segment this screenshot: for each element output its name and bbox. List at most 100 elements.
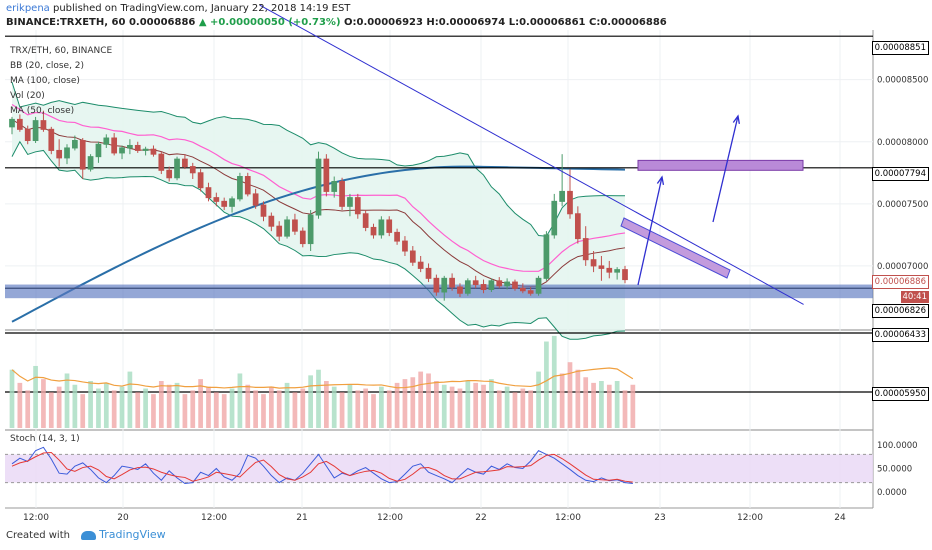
candle-body: [480, 284, 487, 291]
ohlc-close: C:0.00006886: [588, 17, 667, 28]
legend-symbol[interactable]: TRX/ETH, 60, BINANCE: [10, 46, 113, 56]
level-badge-bottom: 0.00005950: [871, 387, 929, 401]
candle-body: [425, 267, 432, 279]
volume-bar: [292, 392, 298, 428]
volume-bar: [41, 379, 46, 428]
volume-bar: [206, 386, 211, 428]
candle-body: [457, 286, 463, 294]
candle-body: [347, 197, 353, 207]
countdown-badge: 40:41: [900, 291, 929, 303]
volume-ma-line: [11, 367, 634, 389]
bollinger-lower: [11, 140, 626, 340]
candle-body: [362, 213, 369, 228]
candle-body: [111, 137, 118, 154]
candle-body: [307, 214, 314, 245]
symbol-label[interactable]: BINANCE:TRXETH, 60: [6, 17, 126, 28]
volume-bar: [630, 384, 636, 428]
candle-body: [17, 118, 23, 130]
candle-body: [244, 176, 251, 195]
legend-stoch[interactable]: Stoch (14, 3, 1): [10, 434, 80, 444]
volume-bar: [339, 392, 345, 428]
volume-bar: [386, 390, 392, 428]
volume-bar: [559, 373, 565, 428]
volume-bar: [229, 388, 235, 428]
candle-body: [543, 234, 550, 279]
volume-bar: [371, 394, 376, 428]
volume-bar: [253, 390, 258, 428]
candle-body: [464, 280, 471, 294]
volume-bar: [591, 382, 596, 428]
candle-body: [394, 231, 400, 242]
candle-body: [252, 193, 259, 206]
volume-bar: [426, 373, 431, 428]
volume-bar: [583, 377, 589, 428]
volume-bar: [166, 384, 172, 428]
legend-vol[interactable]: Vol (20): [10, 91, 45, 101]
candle-body: [354, 197, 361, 215]
volume-bar: [119, 386, 125, 428]
candle-body: [598, 265, 605, 269]
volume-bar: [520, 388, 526, 428]
volume-bar: [103, 382, 109, 428]
volume-bar: [418, 371, 424, 428]
volume-bar: [276, 390, 282, 428]
tradingview-brand-link[interactable]: TradingView: [99, 528, 166, 541]
volume-bar: [347, 384, 353, 428]
legend-ma100[interactable]: MA (100, close): [10, 76, 80, 86]
volume-bar: [536, 371, 541, 428]
bollinger-upper: [11, 81, 626, 237]
candle-body: [551, 200, 558, 236]
candle-body: [24, 128, 31, 142]
volume-bar: [198, 379, 203, 428]
volume-bar: [143, 388, 148, 428]
volume-bar: [158, 381, 164, 428]
symbol-ohlc-header: BINANCE:TRXETH, 60 0.00006886 ▲ +0.00000…: [6, 17, 667, 28]
volume-bar: [237, 373, 243, 428]
candle-body: [174, 158, 180, 179]
candle-body: [205, 187, 212, 199]
volume-bar: [449, 386, 455, 428]
level-badge-top: 0.00008851: [871, 41, 929, 55]
candle-body: [417, 261, 424, 269]
candle-body: [614, 269, 620, 273]
y-tick-label: 0.00008500: [877, 76, 928, 86]
candle-body: [64, 147, 70, 159]
volume-bar: [622, 390, 628, 428]
volume-bar: [72, 384, 78, 428]
ohlc-high: H:0.00006974: [426, 17, 506, 28]
level-badge-support: 0.00006826: [871, 304, 929, 318]
candle-body: [386, 219, 393, 233]
ohlc-open: O:0.00006923: [344, 17, 423, 28]
volume-bar: [151, 394, 156, 428]
candle-body: [103, 137, 110, 145]
candle-body: [582, 238, 589, 261]
x-tick-label: 21: [296, 513, 307, 523]
candle-body: [72, 140, 78, 149]
volume-bar: [127, 371, 133, 428]
candle-body: [150, 148, 157, 155]
volume-bar: [9, 369, 15, 428]
candle-body: [574, 213, 581, 240]
volume-bar: [221, 394, 227, 428]
current-price-badge: 0.00006886: [871, 275, 929, 289]
candle-body: [284, 219, 290, 237]
legend-ma50[interactable]: MA (50, close): [10, 106, 75, 116]
legend-bb[interactable]: BB (20, close, 2): [10, 61, 85, 71]
volume-bar: [33, 365, 38, 428]
candle-body: [433, 277, 440, 293]
candle-body: [441, 277, 448, 293]
candle-body: [142, 148, 149, 151]
candle-body: [134, 144, 141, 151]
candle-body: [32, 120, 39, 142]
volume-bar: [17, 382, 23, 428]
candle-body: [221, 200, 228, 207]
volume-bar: [489, 379, 494, 428]
projection-arrow-up: [712, 115, 739, 223]
author-link[interactable]: erikpena: [6, 3, 50, 14]
diagonal-channel-band: [620, 217, 731, 279]
x-tick-label: 12:00: [201, 513, 227, 523]
candle-body: [276, 225, 283, 237]
volume-bar: [528, 390, 534, 428]
stoch-k-line: [11, 446, 633, 485]
